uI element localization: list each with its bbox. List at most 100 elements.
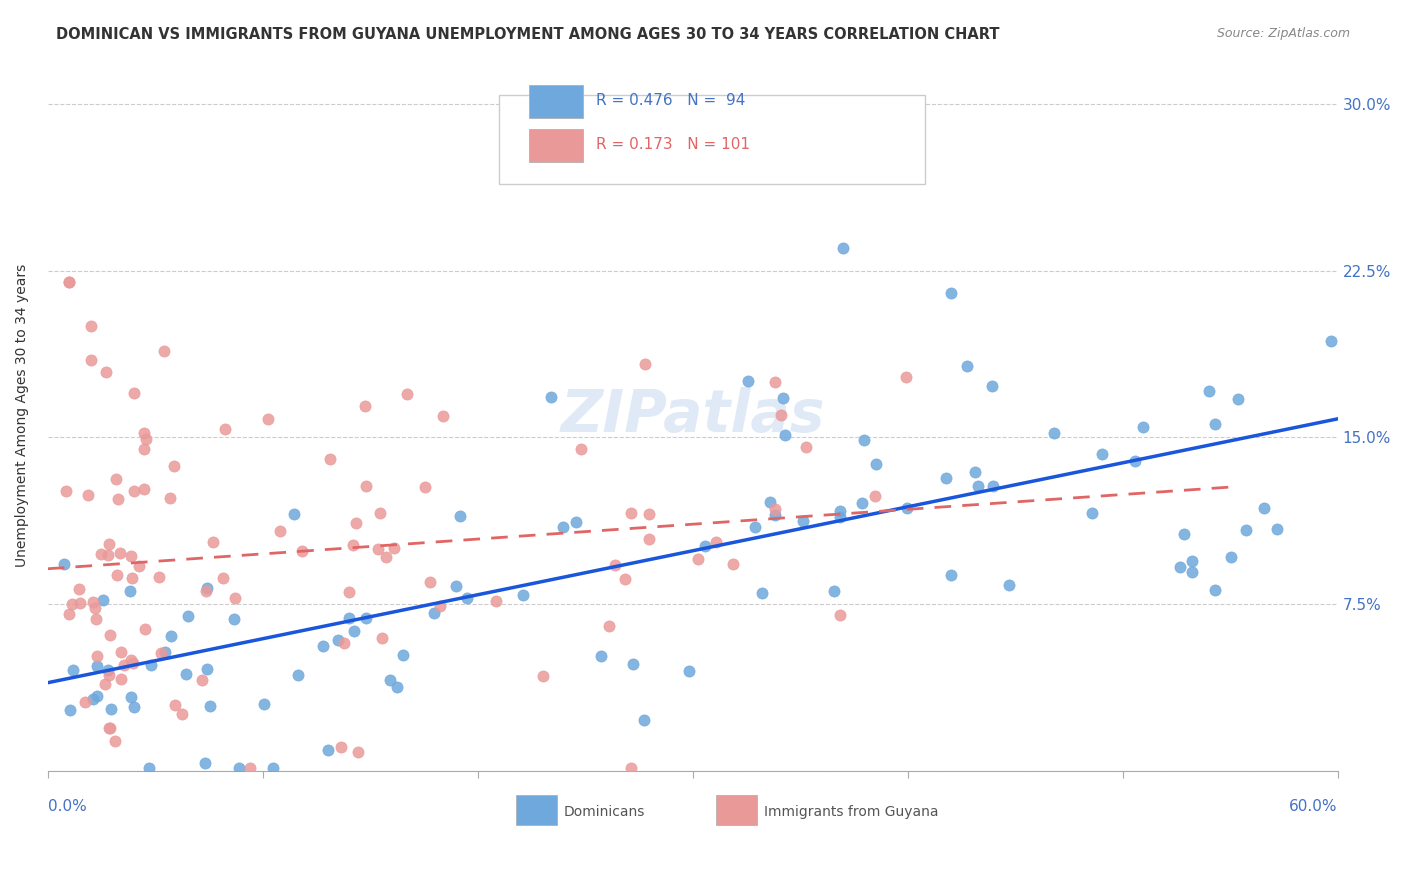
Point [202, 535, 225, 549]
Point [941, 567, 963, 582]
Text: 0.0%: 0.0% [48, 799, 87, 814]
Point [1265, 522, 1288, 536]
Point [100, 702, 122, 716]
Point [52, 557, 75, 571]
Point [367, 542, 389, 557]
Point [134, 622, 156, 636]
Point [384, 541, 406, 556]
Point [107, 492, 129, 507]
Point [794, 441, 817, 455]
Point [319, 452, 342, 467]
Point [312, 639, 335, 653]
Point [751, 586, 773, 600]
Point [104, 472, 127, 486]
Point [620, 761, 643, 775]
Point [963, 466, 986, 480]
Point [1173, 527, 1195, 541]
Point [62, 663, 84, 677]
Point [98, 628, 121, 642]
Point [194, 756, 217, 770]
Point [55, 483, 77, 498]
FancyBboxPatch shape [516, 796, 557, 825]
Point [211, 570, 233, 584]
Point [97, 663, 120, 677]
Point [58, 275, 80, 289]
Point [138, 761, 160, 775]
Point [354, 611, 377, 625]
Point [253, 698, 276, 712]
Point [148, 570, 170, 584]
Point [122, 483, 145, 498]
Point [935, 471, 957, 485]
Text: 60.0%: 60.0% [1289, 799, 1337, 814]
Point [163, 458, 186, 473]
Point [122, 700, 145, 714]
Point [1181, 565, 1204, 579]
Point [329, 739, 352, 754]
Point [339, 611, 361, 625]
Text: R = 0.173   N = 101: R = 0.173 N = 101 [596, 137, 749, 153]
Point [1081, 506, 1104, 520]
Point [228, 761, 250, 775]
Point [1204, 582, 1226, 597]
Point [1227, 392, 1250, 407]
Point [344, 516, 367, 531]
Point [456, 591, 478, 606]
Point [704, 535, 727, 549]
Point [395, 386, 418, 401]
Point [283, 508, 305, 522]
Point [122, 385, 145, 400]
Point [688, 552, 710, 566]
Point [614, 572, 637, 586]
Point [121, 571, 143, 585]
Point [551, 520, 574, 534]
Point [86, 689, 108, 703]
Point [58, 607, 80, 622]
Point [634, 357, 657, 371]
Point [120, 690, 142, 704]
Point [69, 596, 91, 610]
Point [291, 543, 314, 558]
Point [60, 597, 83, 611]
Point [316, 743, 339, 757]
Point [621, 657, 644, 671]
Point [98, 721, 121, 735]
Point [84, 612, 107, 626]
Point [75, 695, 97, 709]
Point [1168, 560, 1191, 574]
Point [86, 658, 108, 673]
Point [744, 519, 766, 533]
Point [956, 359, 979, 373]
Point [569, 442, 592, 456]
Point [97, 537, 120, 551]
Point [1132, 420, 1154, 434]
Text: R = 0.476   N =  94: R = 0.476 N = 94 [596, 94, 745, 108]
Point [132, 426, 155, 441]
Point [737, 374, 759, 388]
Point [763, 375, 786, 389]
Point [326, 633, 349, 648]
Point [853, 433, 876, 447]
Point [98, 668, 121, 682]
Point [149, 646, 172, 660]
Point [112, 658, 135, 673]
Point [565, 515, 588, 529]
Point [828, 504, 851, 518]
Point [540, 390, 562, 404]
Point [93, 593, 115, 607]
Point [446, 579, 468, 593]
Point [633, 713, 655, 727]
Point [896, 500, 918, 515]
Point [638, 507, 661, 521]
Point [371, 632, 394, 646]
FancyBboxPatch shape [529, 86, 583, 118]
Point [82, 691, 104, 706]
Point [391, 648, 413, 662]
Point [695, 539, 717, 553]
Point [333, 636, 356, 650]
Point [135, 433, 157, 447]
Point [368, 506, 391, 520]
Point [96, 548, 118, 562]
Point [721, 557, 744, 571]
Point [1204, 417, 1226, 431]
